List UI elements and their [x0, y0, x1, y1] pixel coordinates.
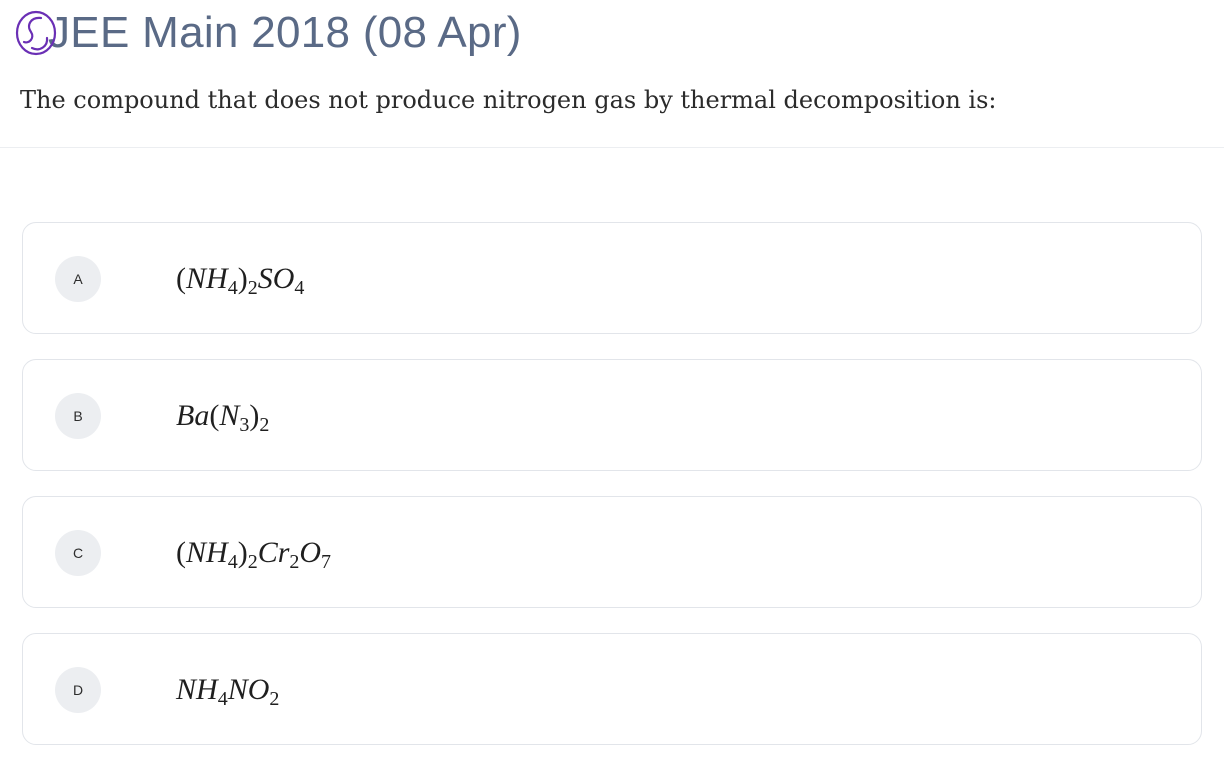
option-d[interactable]: D NH4NO2 [22, 633, 1202, 745]
formula-subscript: 4 [227, 277, 238, 299]
question-header: JEE Main 2018 (08 Apr) The compound that… [0, 0, 1224, 148]
formula-symbol: ( [209, 399, 220, 432]
formula-symbol: ( [176, 536, 186, 569]
formula-symbol: Ba [176, 399, 210, 432]
formula-subscript: 2 [269, 688, 280, 710]
formula-subscript: 2 [247, 277, 258, 299]
formula-symbol: ) [237, 262, 248, 295]
formula-symbol: N [219, 399, 240, 432]
option-formula: (NH4)2Cr2O7 [176, 531, 331, 575]
formula-symbol: ) [237, 536, 248, 569]
option-c[interactable]: C (NH4)2Cr2O7 [22, 496, 1202, 608]
option-letter-badge: C [55, 530, 101, 576]
option-a[interactable]: A (NH4)2SO4 [22, 222, 1202, 334]
formula-subscript: 4 [294, 277, 305, 299]
formula-subscript: 4 [227, 551, 238, 573]
option-formula: Ba(N3)2 [176, 394, 269, 438]
formula-symbol: Cr [257, 536, 290, 569]
formula-symbol: NH [186, 262, 228, 295]
option-formula: NH4NO2 [176, 668, 279, 712]
formula-symbol: NH [176, 673, 218, 706]
formula-subscript: 2 [247, 551, 258, 573]
formula-subscript: 2 [289, 551, 300, 573]
title-row: JEE Main 2018 (08 Apr) [14, 2, 522, 64]
formula-subscript: 7 [321, 551, 332, 573]
formula-symbol: NH [186, 536, 228, 569]
option-letter-badge: D [55, 667, 101, 713]
formula-symbol: NO [227, 673, 270, 706]
formula-subscript: 4 [217, 688, 228, 710]
option-formula: (NH4)2SO4 [176, 257, 304, 301]
formula-symbol: O [299, 536, 322, 569]
formula-symbol: SO [257, 262, 295, 295]
question-text: The compound that does not produce nitro… [20, 86, 997, 114]
formula-symbol: ( [176, 262, 186, 295]
exam-title: JEE Main 2018 (08 Apr) [48, 8, 522, 57]
option-letter-badge: B [55, 393, 101, 439]
formula-symbol: ) [249, 399, 260, 432]
swirl-logo-icon [14, 8, 60, 58]
option-letter-badge: A [55, 256, 101, 302]
formula-subscript: 3 [239, 414, 250, 436]
answer-options: A (NH4)2SO4 B Ba(N3)2 C (NH4)2Cr2O7 D NH… [22, 222, 1202, 770]
formula-subscript: 2 [259, 414, 270, 436]
option-b[interactable]: B Ba(N3)2 [22, 359, 1202, 471]
